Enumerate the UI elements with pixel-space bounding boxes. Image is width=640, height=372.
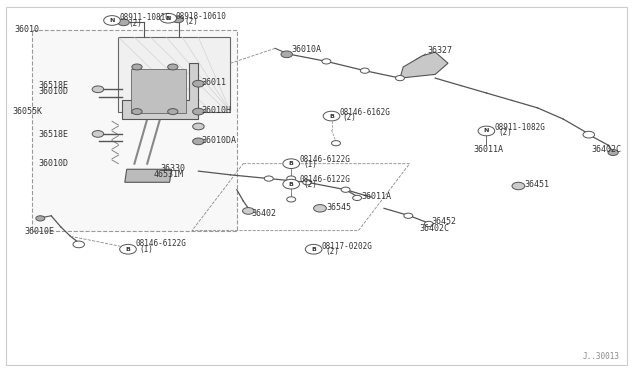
Bar [131,69,186,113]
Text: N: N [484,128,489,134]
Circle shape [118,19,129,26]
Circle shape [341,187,350,192]
Circle shape [608,150,618,155]
Circle shape [172,16,184,23]
Circle shape [132,109,142,115]
Circle shape [360,68,369,73]
Text: J..30013: J..30013 [582,352,620,361]
Text: (2): (2) [498,128,512,137]
Text: 08146-6122G: 08146-6122G [300,155,350,164]
Text: 36330: 36330 [160,164,185,173]
Circle shape [323,111,340,121]
Circle shape [332,141,340,146]
Text: 08146-6122G: 08146-6122G [136,239,186,248]
Text: 36010: 36010 [14,25,39,34]
Text: B: B [289,182,294,187]
Text: 36011A: 36011A [362,192,392,201]
Circle shape [168,109,178,115]
Circle shape [193,123,204,130]
Circle shape [396,76,404,81]
Circle shape [305,244,322,254]
Circle shape [322,59,331,64]
Bar [118,37,230,112]
Text: 36402: 36402 [252,209,276,218]
Text: 36545: 36545 [326,203,351,212]
Text: 36452: 36452 [431,217,456,226]
Text: 36010E: 36010E [24,227,54,236]
Text: 08911-1082G: 08911-1082G [495,123,545,132]
Circle shape [314,205,326,212]
Text: 36010DA: 36010DA [202,136,237,145]
Text: (2): (2) [184,17,198,26]
Circle shape [281,51,292,58]
Circle shape [92,131,104,137]
Circle shape [353,195,362,201]
Circle shape [283,159,300,169]
Text: B: B [311,247,316,252]
Polygon shape [122,63,198,119]
Text: 46531M: 46531M [154,170,184,179]
Text: (2): (2) [303,180,317,189]
Circle shape [287,197,296,202]
Text: 36010A: 36010A [291,45,321,54]
Circle shape [104,16,120,25]
Bar [32,30,237,231]
Text: 36451: 36451 [525,180,550,189]
Circle shape [36,216,45,221]
Text: 36402C: 36402C [420,224,450,233]
Text: 36011A: 36011A [474,145,504,154]
Circle shape [303,180,312,185]
Circle shape [193,138,204,145]
Circle shape [583,131,595,138]
Circle shape [193,108,204,115]
Circle shape [73,241,84,248]
Text: 36327: 36327 [428,46,452,55]
Circle shape [424,221,433,227]
Text: 08911-1081G: 08911-1081G [120,13,170,22]
Circle shape [287,176,296,181]
Text: 36010H: 36010H [202,106,232,115]
Text: 36010D: 36010D [38,159,68,168]
Text: (2): (2) [128,19,142,28]
Polygon shape [400,52,448,78]
Text: (2): (2) [342,113,356,122]
Text: N: N [109,18,115,23]
Polygon shape [125,169,172,182]
Text: (2): (2) [325,247,339,256]
Text: 08146-6122G: 08146-6122G [300,175,350,184]
Text: 08146-6162G: 08146-6162G [339,108,390,117]
Text: 36402C: 36402C [591,145,621,154]
Text: 36055K: 36055K [13,107,43,116]
Text: B: B [125,247,131,252]
Text: 36011: 36011 [202,78,227,87]
Text: N: N [166,16,171,21]
Text: (1): (1) [140,245,154,254]
Circle shape [92,86,104,93]
Text: 08117-0202G: 08117-0202G [322,242,372,251]
Text: B: B [289,161,294,166]
Circle shape [404,213,413,218]
Circle shape [243,208,254,214]
Circle shape [264,176,273,181]
Circle shape [478,126,495,136]
Text: B: B [329,113,334,119]
Text: 36518E: 36518E [38,81,68,90]
Circle shape [132,64,142,70]
Circle shape [160,13,177,23]
Circle shape [168,64,178,70]
Circle shape [283,179,300,189]
Text: 36518E: 36518E [38,130,68,139]
Text: 36010D: 36010D [38,87,68,96]
Circle shape [193,80,204,87]
Text: 08918-10610: 08918-10610 [176,12,227,21]
Circle shape [512,182,525,190]
Text: (1): (1) [303,160,317,169]
Circle shape [120,244,136,254]
